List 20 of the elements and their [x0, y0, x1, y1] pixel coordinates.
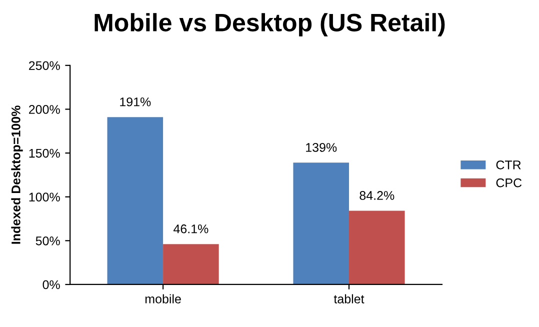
data-label: 191% [120, 97, 151, 106]
data-label: 46.1% [174, 224, 208, 234]
x-tick-label: tablet [334, 294, 364, 304]
y-tick-label: 250% [29, 61, 60, 70]
y-tick-label: 50% [36, 236, 60, 246]
y-tick-label: 200% [29, 105, 60, 114]
bar [107, 117, 164, 284]
legend-label: CPC [496, 178, 522, 188]
chart-title: Mobile vs Desktop (US Retail) [94, 13, 445, 36]
legend-label: CTR [496, 160, 521, 170]
bar [349, 210, 405, 284]
data-label: 84.2% [360, 191, 394, 200]
x-tick-label: mobile [145, 294, 181, 304]
y-tick-label: 100% [29, 192, 60, 202]
data-label: 139% [306, 143, 337, 152]
bar [293, 162, 350, 284]
y-tick-label: 0% [42, 280, 60, 290]
bar [163, 244, 219, 284]
y-tick-label: 150% [29, 148, 60, 158]
y-axis-title: Indexed Desktop=100% [11, 106, 23, 244]
